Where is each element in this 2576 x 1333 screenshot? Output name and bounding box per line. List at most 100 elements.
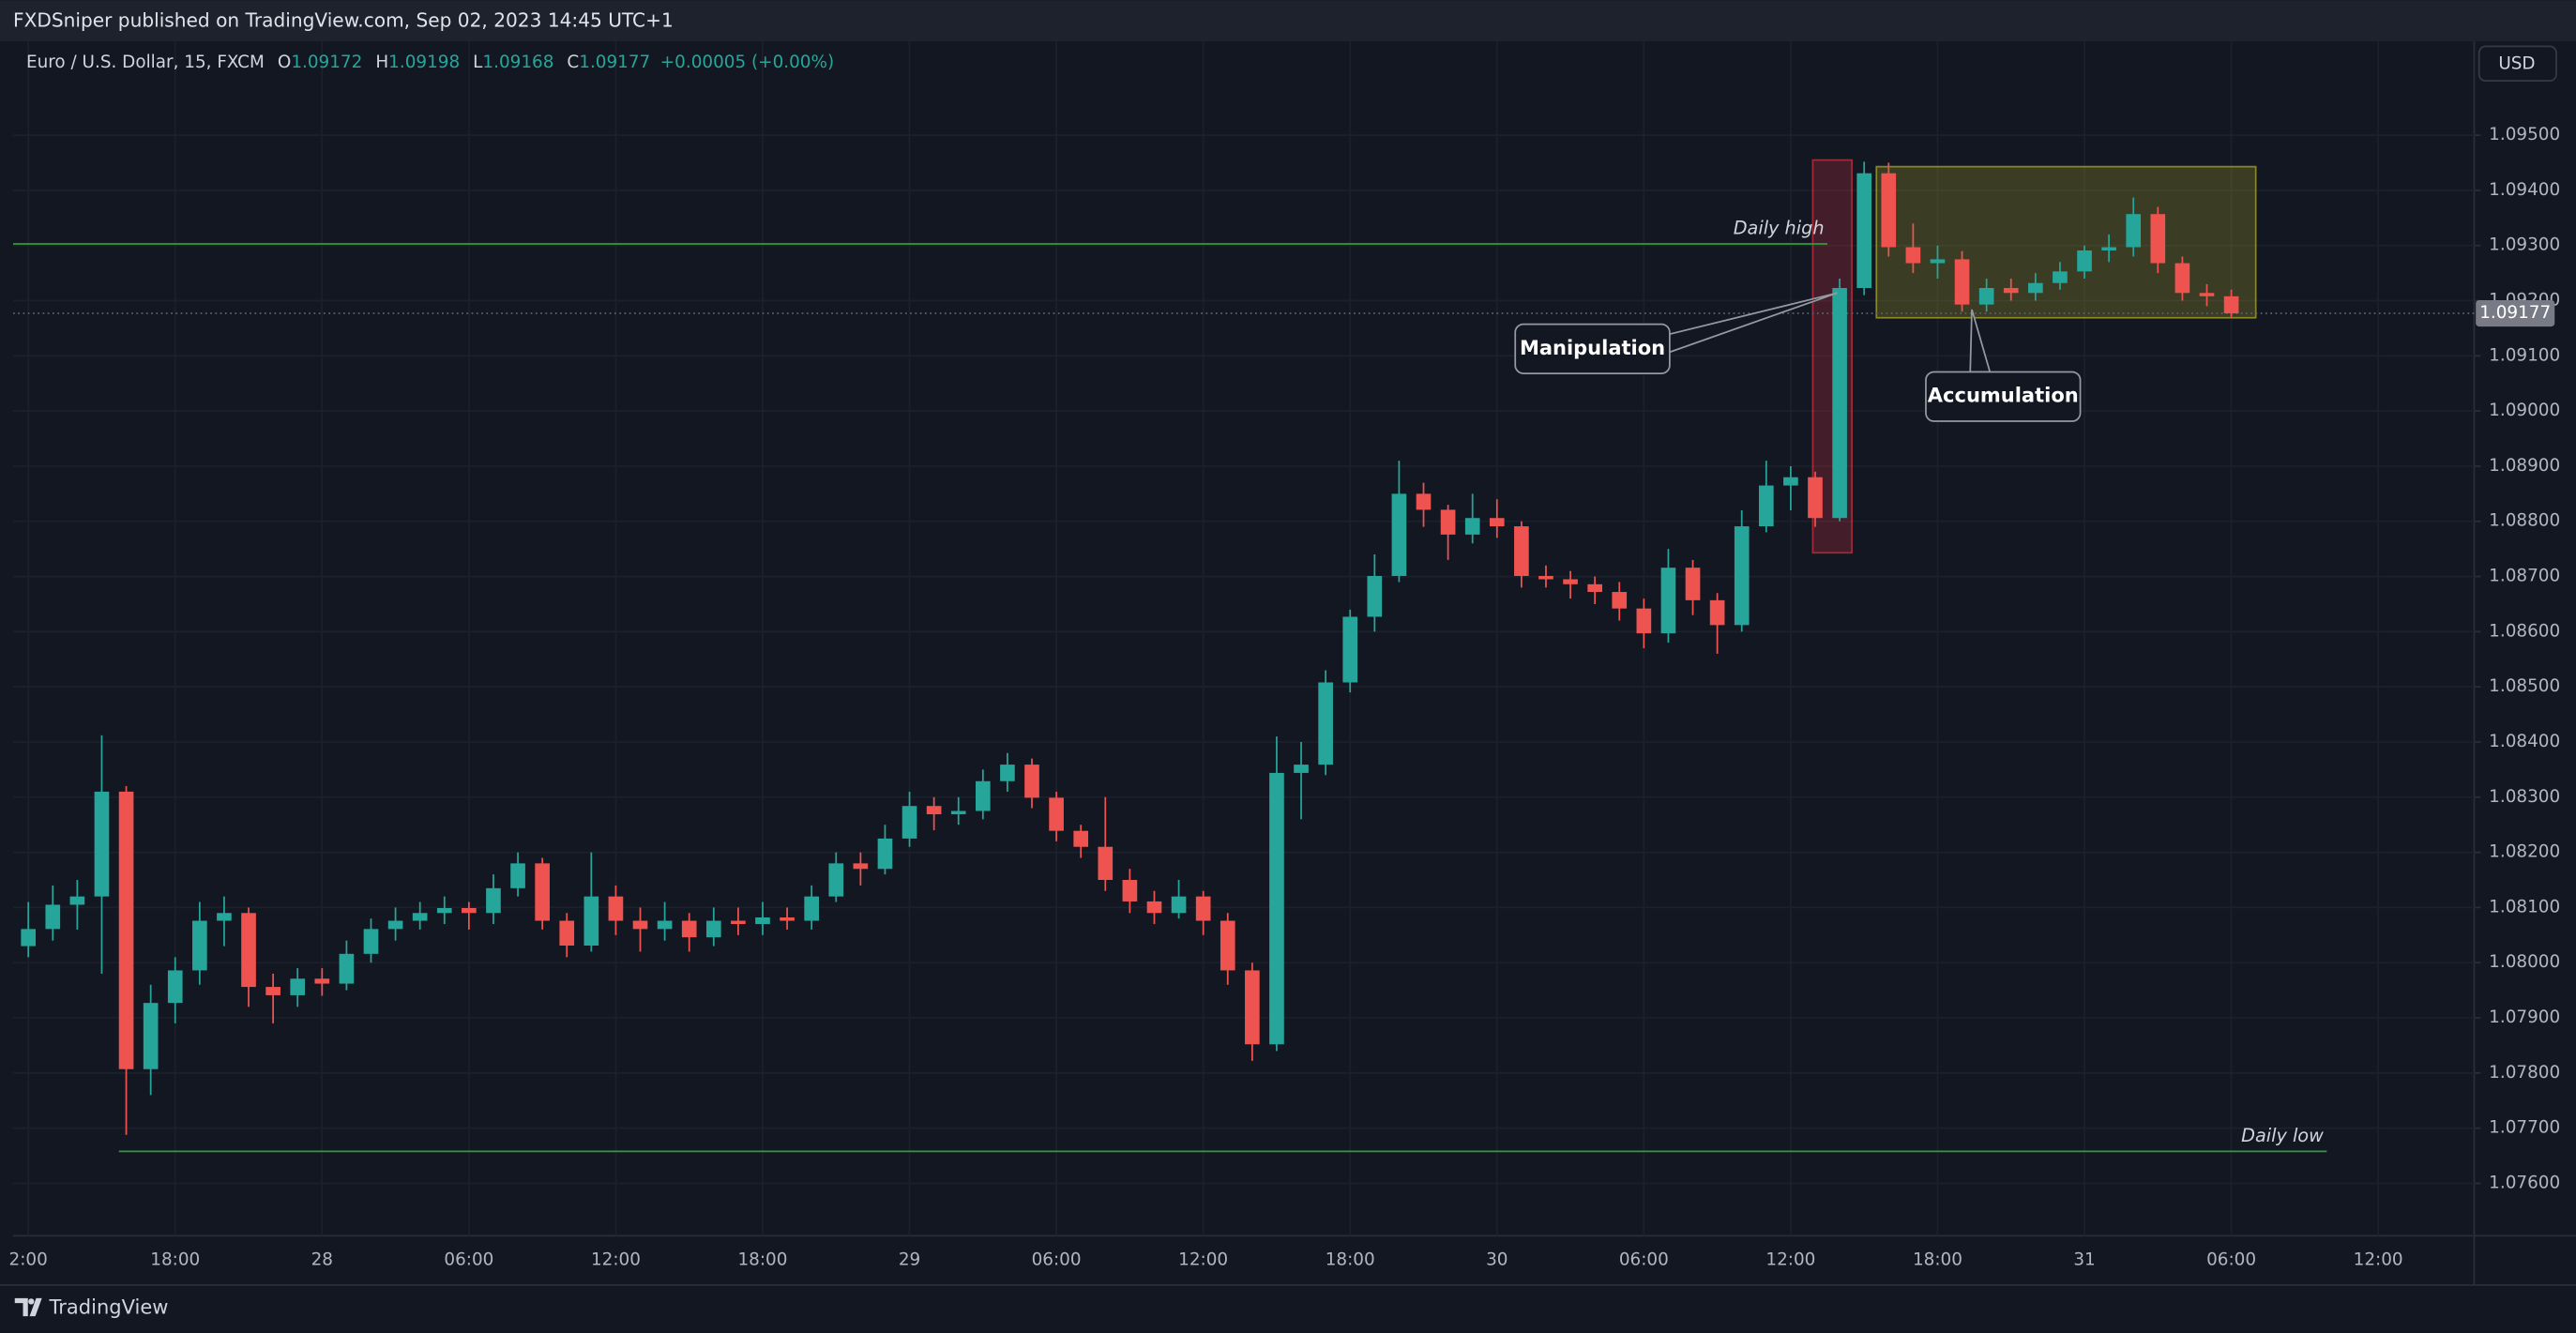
candle-body <box>1294 765 1309 773</box>
candle-body <box>780 916 795 921</box>
x-tick-label: 30 <box>1486 1250 1508 1270</box>
y-tick-label: 1.08300 <box>2489 787 2560 807</box>
symbol-legend: Euro / U.S. Dollar, 15, FXCM O1.09172 H1.0… <box>26 53 834 72</box>
y-tick-label: 1.09400 <box>2489 180 2560 200</box>
candle-body <box>1978 288 1994 305</box>
y-tick-label: 1.08400 <box>2489 732 2560 751</box>
candle-body <box>2053 271 2068 283</box>
ohlc-value: 1.09172 <box>291 53 362 72</box>
x-tick-label: 06:00 <box>1619 1250 1669 1270</box>
candle-body <box>1660 568 1676 634</box>
candle-body <box>192 920 207 971</box>
candle-body <box>1636 608 1652 634</box>
candle-body <box>1954 259 1970 305</box>
candle-body <box>1856 173 1872 289</box>
candle-body <box>69 896 85 905</box>
candle-body <box>290 978 306 995</box>
candle-body <box>486 887 501 914</box>
candle-body <box>1073 830 1089 847</box>
y-tick-label: 1.08100 <box>2489 897 2560 916</box>
y-tick-label: 1.08800 <box>2489 511 2560 531</box>
ohlc-key: H <box>375 53 388 72</box>
callout-label: Accumulation <box>1928 384 2079 407</box>
candle-body <box>1098 846 1114 881</box>
candle-body <box>1612 592 1628 609</box>
candle-body <box>559 920 575 946</box>
currency-label[interactable]: USD <box>2498 54 2535 74</box>
candle-body <box>1563 579 1578 584</box>
candle-body <box>2028 282 2043 294</box>
y-tick-label: 1.07900 <box>2489 1007 2560 1027</box>
candle-body <box>1930 259 1946 264</box>
candle-body <box>2174 263 2190 294</box>
level-label: Daily high <box>1734 218 1825 239</box>
x-tick-label: 06:00 <box>2206 1250 2256 1270</box>
candle-body <box>902 806 917 839</box>
candle-body <box>2101 247 2116 251</box>
candle-body <box>731 920 746 925</box>
candle-body <box>387 920 403 930</box>
candle-body <box>1318 682 1333 765</box>
x-tick-label: 12:00 <box>1765 1250 1815 1270</box>
candle-body <box>363 929 379 954</box>
y-tick-label: 1.08900 <box>2489 456 2560 476</box>
candle-body <box>681 920 697 938</box>
x-tick-label: 18:00 <box>737 1250 787 1270</box>
candle-body <box>21 929 37 947</box>
candle-body <box>510 863 525 888</box>
y-tick-label: 1.09100 <box>2489 345 2560 365</box>
candle-body <box>535 863 550 921</box>
last-price-tag <box>2476 300 2555 327</box>
candle-body <box>1905 247 1921 264</box>
currency-button[interactable] <box>2478 45 2557 83</box>
symbol: Euro / U.S. Dollar, 15, FXCM <box>26 53 265 72</box>
candle-body <box>217 913 232 921</box>
candle-body <box>877 838 893 870</box>
candle-body <box>1245 970 1260 1045</box>
candle-body <box>1146 901 1162 914</box>
candle-body <box>608 896 624 921</box>
y-tick-label: 1.07700 <box>2489 1118 2560 1138</box>
x-tick-label: 18:00 <box>150 1250 200 1270</box>
x-tick-label: 06:00 <box>444 1250 493 1270</box>
candle-body <box>583 896 599 946</box>
y-tick-label: 1.07600 <box>2489 1173 2560 1192</box>
level-label: Daily low <box>2241 1125 2324 1146</box>
x-tick-label: 12:00 <box>2354 1250 2403 1270</box>
ohlc-key: C <box>567 53 579 72</box>
candle-body <box>339 953 355 984</box>
x-tick-label: 18:00 <box>1913 1250 1962 1270</box>
publish-bar <box>0 0 2576 42</box>
ohlc-value: 1.09168 <box>482 53 553 72</box>
candle-body <box>926 806 942 815</box>
candle-body <box>1000 765 1015 781</box>
tv-logo <box>14 1297 42 1317</box>
x-tick-label: 29 <box>899 1250 920 1270</box>
candle-body <box>1391 493 1407 576</box>
candle-body <box>975 780 991 811</box>
change: +0.00005 (+0.00%) <box>660 53 834 72</box>
candle-body <box>1220 920 1235 971</box>
candle-body <box>1685 568 1701 600</box>
candle-body <box>1440 509 1456 535</box>
candle-body <box>2126 214 2142 248</box>
candle-body <box>143 1003 159 1069</box>
candle-body <box>657 920 673 930</box>
candle-body <box>1171 896 1187 914</box>
y-tick-label: 1.08500 <box>2489 676 2560 696</box>
candle-body <box>94 791 110 897</box>
candle-body <box>412 913 428 921</box>
candle-body <box>1342 616 1358 683</box>
candle-body <box>1464 518 1480 535</box>
candle-body <box>167 970 183 1004</box>
candle-body <box>755 916 770 925</box>
x-tick-label: 12:00 <box>1178 1250 1228 1270</box>
candle-body <box>265 987 280 995</box>
candle-body <box>118 791 134 1069</box>
plot-area: Daily high Daily low Manipulation Accumulat… <box>13 41 2475 1236</box>
candle-body <box>828 863 844 897</box>
candle-body <box>1709 599 1725 626</box>
